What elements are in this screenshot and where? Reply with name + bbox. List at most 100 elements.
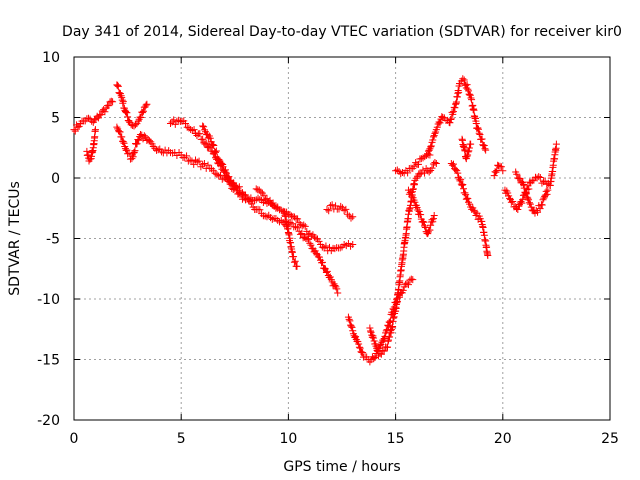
data-point — [215, 172, 223, 180]
grid-lines — [74, 57, 610, 420]
data-point — [293, 224, 301, 232]
data-point — [535, 173, 543, 181]
data-point — [250, 196, 258, 204]
data-point — [190, 160, 198, 168]
data-point — [464, 148, 472, 156]
data-point — [193, 158, 201, 166]
data-point — [336, 244, 344, 252]
data-point — [474, 124, 482, 132]
data-point — [541, 191, 549, 199]
data-point — [252, 185, 260, 193]
data-point — [460, 76, 468, 84]
data-point — [196, 130, 204, 138]
data-point — [385, 318, 393, 326]
data-point — [97, 110, 105, 118]
data-point — [114, 81, 122, 89]
y-tick-label: -10 — [37, 292, 60, 308]
data-point — [142, 101, 150, 109]
data-point — [271, 202, 279, 210]
data-point — [300, 221, 308, 229]
data-point — [206, 134, 214, 142]
data-point — [536, 174, 544, 182]
data-point — [416, 170, 424, 178]
data-point — [261, 195, 269, 203]
data-point — [464, 151, 472, 159]
data-point — [91, 116, 99, 124]
data-point — [389, 323, 397, 331]
data-point — [475, 129, 483, 137]
data-point — [212, 148, 220, 156]
data-point — [490, 172, 498, 180]
data-point — [496, 162, 504, 170]
data-point — [417, 211, 425, 219]
data-point — [464, 85, 472, 93]
data-point — [468, 96, 476, 104]
data-point — [415, 208, 423, 216]
data-point — [298, 229, 306, 237]
data-point — [481, 145, 489, 153]
data-point — [484, 251, 492, 259]
data-point — [257, 188, 265, 196]
chart-title: Day 341 of 2014, Sidereal Day-to-day VTE… — [62, 24, 622, 40]
data-point — [459, 180, 467, 188]
data-point — [282, 216, 290, 224]
data-point — [344, 210, 352, 218]
data-point — [504, 189, 512, 197]
data-point — [462, 191, 470, 199]
data-point — [137, 114, 145, 122]
data-point — [514, 205, 522, 213]
data-point — [431, 129, 439, 137]
data-point — [322, 242, 330, 250]
data-point — [210, 141, 218, 149]
data-point — [387, 329, 395, 337]
data-point — [70, 126, 78, 134]
data-point — [109, 98, 117, 106]
data-point — [303, 235, 311, 243]
data-point — [447, 115, 455, 123]
data-point — [366, 324, 374, 332]
data-point — [318, 243, 326, 251]
data-point — [482, 146, 490, 154]
data-point — [113, 123, 121, 131]
data-point — [143, 100, 151, 108]
data-point — [419, 217, 427, 225]
data-point — [386, 318, 394, 326]
data-point — [119, 97, 127, 105]
data-point — [459, 75, 467, 83]
data-point — [507, 198, 515, 206]
y-tick-label: 10 — [42, 50, 60, 66]
data-point — [348, 323, 356, 331]
data-point — [337, 202, 345, 210]
data-point — [84, 114, 92, 122]
data-point — [346, 317, 354, 325]
data-point — [525, 185, 533, 193]
data-point — [430, 212, 438, 220]
data-point — [451, 104, 459, 112]
x-tick-labels: 0 5 10 15 20 25 — [70, 431, 619, 447]
data-point — [367, 328, 375, 336]
data-point — [239, 190, 247, 198]
y-axis-label: SDTVAR / TECUs — [7, 181, 23, 296]
data-point — [119, 99, 127, 107]
data-point — [513, 170, 521, 178]
data-point — [447, 115, 455, 123]
data-point — [404, 281, 412, 289]
data-point — [139, 107, 147, 115]
data-point — [310, 233, 318, 241]
data-point — [386, 333, 394, 341]
data-point — [212, 147, 220, 155]
data-point — [116, 128, 124, 136]
data-point — [114, 82, 122, 90]
data-point — [139, 109, 147, 117]
data-point — [414, 206, 422, 214]
data-point — [135, 136, 143, 144]
data-point — [465, 147, 473, 155]
y-tick-label: 5 — [51, 111, 60, 127]
data-point — [552, 140, 560, 148]
data-point — [222, 169, 230, 177]
data-point — [131, 121, 139, 129]
y-tick-label: 0 — [51, 171, 60, 187]
data-point — [370, 355, 378, 363]
data-point — [260, 191, 268, 199]
data-point — [532, 207, 540, 215]
